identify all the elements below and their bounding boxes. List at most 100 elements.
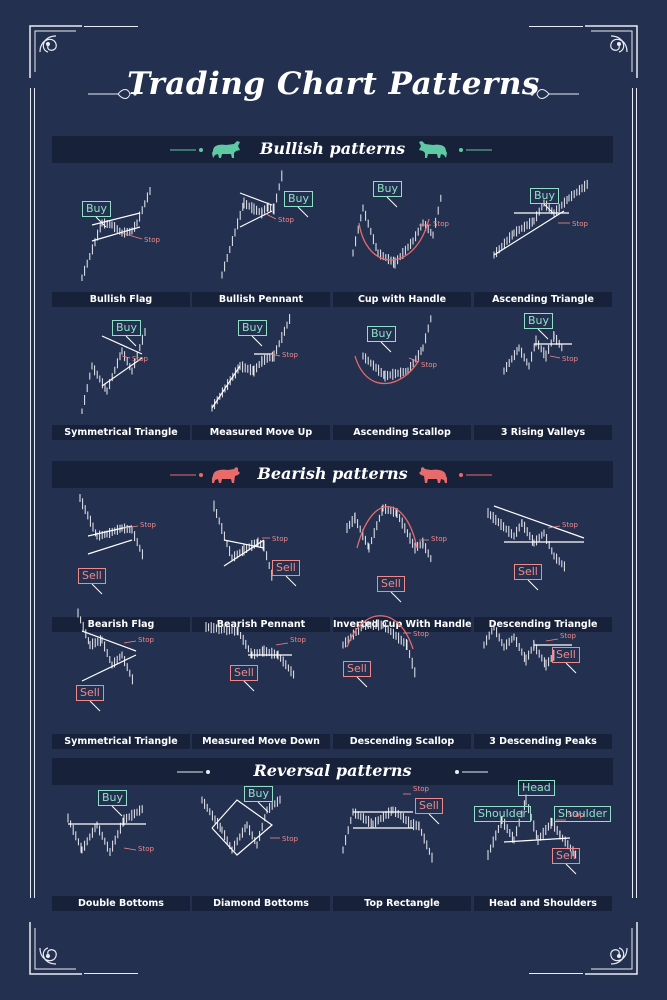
sell-label: Sell (552, 647, 580, 663)
pattern-caption: Cup with Handle (333, 292, 471, 307)
frame-left-line (30, 88, 31, 898)
trend-line (493, 505, 585, 539)
trend-line (81, 630, 137, 652)
pattern-chart (493, 179, 588, 259)
corner-ornament-top-left (29, 25, 82, 78)
pattern-caption: Descending Scallop (333, 734, 471, 749)
corner-ornament-bottom-right (585, 922, 638, 975)
title-ornament-left (88, 89, 137, 99)
arrow (380, 341, 392, 353)
section-band-bullish: Bullish patterns (52, 136, 613, 163)
page-title: Trading Chart Patterns (127, 66, 540, 102)
pattern-caption: 3 Descending Peaks (474, 734, 612, 749)
pattern-card: Sell Stop Bearish Pennant (192, 488, 330, 632)
trend-line (87, 539, 133, 555)
trend-line (101, 335, 143, 355)
pattern-curve (354, 355, 420, 385)
pattern-chart (211, 314, 291, 412)
trend-line (81, 654, 137, 682)
arrow (243, 680, 255, 692)
stop-line (263, 212, 277, 220)
buy-label: Buy (284, 191, 314, 207)
trend-line (91, 212, 141, 226)
stop-label: Stop (421, 361, 437, 369)
pattern-card: Sell Stop Symmetrical Triangle (52, 605, 190, 749)
pattern-chart (213, 500, 297, 587)
pattern-chart (346, 503, 432, 603)
pattern-card: Buy Stop Diamond Bottoms (192, 780, 330, 911)
stop-label: Stop (278, 216, 294, 224)
trend-line (101, 357, 143, 387)
buy-label: Buy (238, 320, 268, 336)
pattern-chart (354, 315, 432, 385)
arrow (543, 203, 555, 215)
stop-label: Stop (568, 811, 584, 819)
pattern-chart (503, 328, 572, 375)
trend-line (223, 539, 265, 567)
pattern-caption: 3 Rising Valleys (474, 425, 612, 440)
pattern-caption: Symmetrical Triangle (52, 734, 190, 749)
arrow (386, 196, 398, 208)
corner-ornament-top-right (585, 25, 638, 78)
bear-icon (212, 467, 240, 483)
stop-label: Stop (562, 355, 578, 363)
stop-label: Stop (138, 636, 154, 644)
sell-label: Sell (78, 568, 106, 584)
arrow (89, 700, 101, 712)
pattern-card: Buy Stop Bullish Flag (52, 163, 190, 307)
pattern-chart (201, 795, 281, 856)
pattern-chart (67, 805, 146, 856)
pattern-card: Buy Stop Cup with Handle (333, 163, 471, 307)
stop-line (549, 355, 561, 359)
trend-line (211, 799, 273, 856)
pattern-chart (221, 170, 309, 279)
frame-bottom-line-right (529, 973, 583, 974)
stop-label: Stop (132, 355, 148, 363)
sell-label: Sell (272, 560, 300, 576)
pattern-card: Buy Stop Double Bottoms (52, 780, 190, 911)
pattern-caption: Bearish Flag (52, 617, 190, 632)
stop-line (408, 357, 420, 363)
stop-label: Stop (562, 521, 578, 529)
trend-line (503, 837, 571, 843)
stop-label: Stop (272, 535, 288, 543)
pattern-card: Buy Stop Ascending Triangle (474, 163, 612, 307)
pattern-card: Buy Stop Ascending Scallop (333, 296, 471, 440)
stop-line (545, 638, 559, 642)
section-label-reversal: Reversal patterns (253, 761, 412, 780)
stop-label: Stop (413, 630, 429, 638)
pattern-caption: Inverted Cup With Handle (333, 617, 471, 632)
pattern-card: Buy Stop 3 Rising Valleys (474, 296, 612, 440)
stop-label: Stop (433, 220, 449, 228)
sell-label: Sell (230, 665, 258, 681)
buy-label: Buy (373, 181, 403, 197)
stop-label: Stop (560, 632, 576, 640)
pattern-card: Sell Stop Descending Triangle (474, 488, 612, 632)
sell-label: Sell (514, 564, 542, 580)
stop-label: Stop (282, 351, 298, 359)
band-ornament-right (459, 473, 492, 477)
stop-label: Stop (140, 521, 156, 529)
stop-line (269, 353, 281, 357)
buy-label: Buy (98, 790, 128, 806)
pattern-caption: Ascending Scallop (333, 425, 471, 440)
arrow (285, 575, 297, 587)
arrow (297, 206, 309, 218)
sell-label: Sell (552, 848, 580, 864)
pattern-card: Sell Stop 3 Descending Peaks (474, 605, 612, 749)
title-ornament-right (530, 89, 579, 99)
pattern-card: Sell Stop Top Rectangle (333, 780, 471, 911)
band-ornament-left (170, 473, 203, 477)
pattern-caption: Ascending Triangle (474, 292, 612, 307)
arrow (390, 591, 402, 603)
buy-label: Buy (82, 201, 112, 217)
arrow (111, 805, 123, 817)
arrow (527, 579, 539, 591)
stop-label: Stop (431, 535, 447, 543)
bull-icon (212, 141, 240, 158)
pattern-card: Buy Stop Symmetrical Triangle (52, 296, 190, 440)
pattern-caption: Symmetrical Triangle (52, 425, 190, 440)
stop-label: Stop (282, 835, 298, 843)
pattern-card: Sell Stop Measured Move Down (192, 605, 330, 749)
shoulder-label: Shoulder (554, 806, 611, 822)
